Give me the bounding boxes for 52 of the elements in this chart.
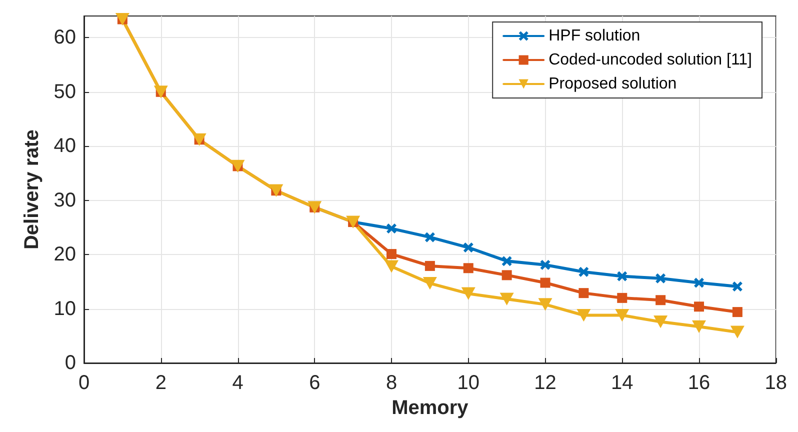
y-tick-label: 40 bbox=[54, 135, 76, 158]
point bbox=[424, 260, 435, 271]
point bbox=[540, 260, 550, 270]
x-tick-label: 0 bbox=[78, 372, 90, 394]
point bbox=[502, 270, 512, 280]
point bbox=[386, 224, 396, 234]
y-tick-label: 60 bbox=[54, 26, 76, 49]
point bbox=[694, 278, 704, 288]
x-tick-label: 4 bbox=[232, 372, 244, 394]
point bbox=[732, 282, 742, 292]
point bbox=[656, 273, 666, 284]
y-tick-label: 0 bbox=[64, 352, 76, 374]
point bbox=[384, 260, 398, 273]
x-tick-label: 10 bbox=[457, 372, 480, 394]
x-tick-label: 18 bbox=[764, 372, 787, 394]
point bbox=[500, 292, 514, 306]
x-axis-title: Memory bbox=[392, 396, 470, 419]
point bbox=[540, 278, 550, 288]
y-tick-label: 20 bbox=[54, 244, 76, 266]
point bbox=[617, 292, 628, 303]
y-tick-label: 50 bbox=[54, 80, 76, 103]
point bbox=[694, 302, 704, 312]
point bbox=[617, 271, 628, 282]
point bbox=[386, 249, 396, 260]
x-tick-label: 2 bbox=[155, 372, 166, 394]
point bbox=[463, 242, 474, 253]
y-axis-title: Delivery rate bbox=[21, 129, 43, 250]
point bbox=[578, 288, 589, 298]
point bbox=[461, 287, 476, 300]
x-tick-label: 14 bbox=[611, 372, 634, 394]
point bbox=[654, 315, 668, 328]
point bbox=[692, 320, 706, 333]
legend-label: HPF solution bbox=[548, 28, 640, 44]
point bbox=[576, 308, 591, 322]
point bbox=[422, 277, 437, 290]
point bbox=[730, 326, 744, 338]
point bbox=[656, 295, 666, 306]
y-tick-label: 30 bbox=[54, 189, 76, 212]
x-tick-label: 6 bbox=[309, 372, 320, 394]
legend-label: Proposed solution bbox=[548, 76, 677, 92]
x-tick-label: 16 bbox=[688, 372, 710, 394]
x-tick-label: 8 bbox=[386, 372, 398, 394]
point bbox=[578, 266, 589, 277]
point bbox=[502, 256, 512, 266]
y-tick-label: 10 bbox=[54, 298, 76, 320]
legend-label: Coded-uncoded solution [11] bbox=[548, 52, 752, 68]
x-tick-label: 12 bbox=[534, 372, 556, 394]
point bbox=[732, 307, 742, 318]
point bbox=[424, 232, 435, 242]
point bbox=[538, 298, 552, 311]
point bbox=[463, 263, 474, 274]
point bbox=[615, 308, 630, 322]
